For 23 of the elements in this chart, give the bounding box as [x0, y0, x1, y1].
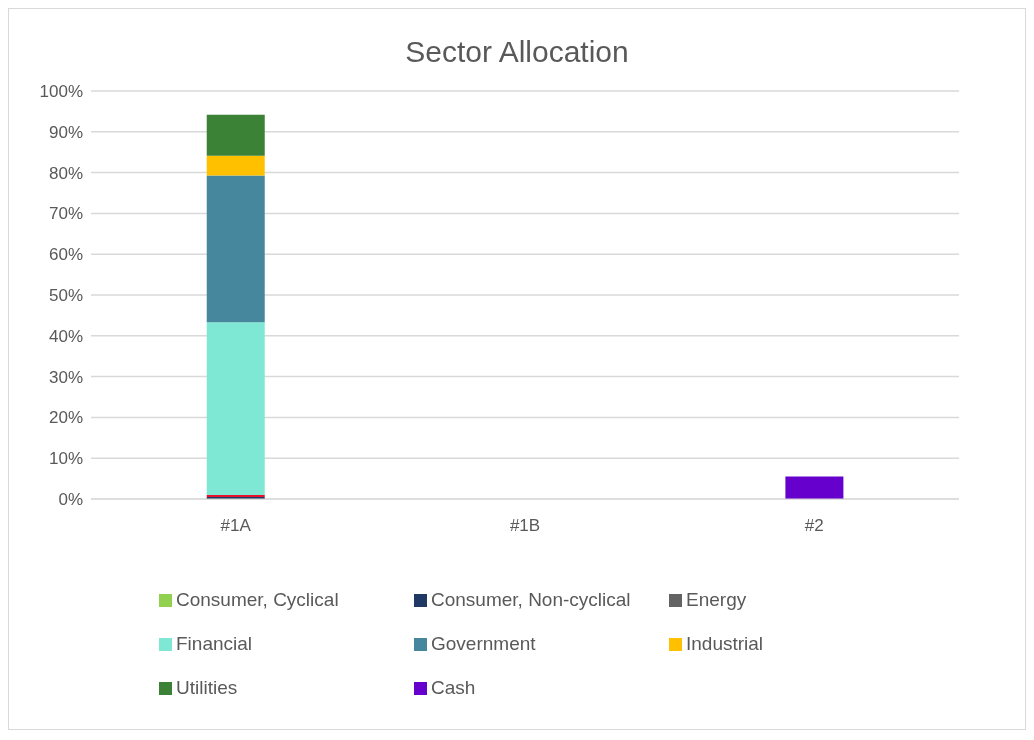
y-tick-label: 90%	[48, 122, 83, 142]
legend-label: Government	[431, 633, 536, 655]
y-tick-label: 80%	[48, 163, 83, 183]
legend-label: Energy	[686, 589, 747, 611]
y-tick-label: 0%	[58, 490, 83, 510]
y-tick-label: 40%	[48, 326, 83, 346]
y-tick-label: 30%	[48, 367, 83, 387]
legend-label: Utilities	[176, 677, 238, 699]
y-tick-label: 60%	[48, 245, 83, 265]
y-tick-label: 70%	[48, 204, 83, 224]
legend-label: Consumer, Cyclical	[176, 589, 339, 611]
y-tick-label: 100%	[39, 82, 83, 102]
legend-label: Financial	[176, 633, 253, 655]
legend-label: Cash	[431, 677, 476, 699]
chart-title: Sector Allocation	[404, 34, 630, 69]
x-tick-label: #1B	[509, 516, 541, 536]
legend-label: Consumer, Non-cyclical	[431, 589, 631, 611]
y-tick-label: 20%	[48, 408, 83, 428]
x-tick-label: #2	[804, 516, 824, 536]
y-tick-label: 50%	[48, 286, 83, 306]
x-tick-label: #1A	[220, 516, 252, 536]
y-tick-label: 10%	[48, 449, 83, 469]
legend-label: Industrial	[686, 633, 764, 655]
